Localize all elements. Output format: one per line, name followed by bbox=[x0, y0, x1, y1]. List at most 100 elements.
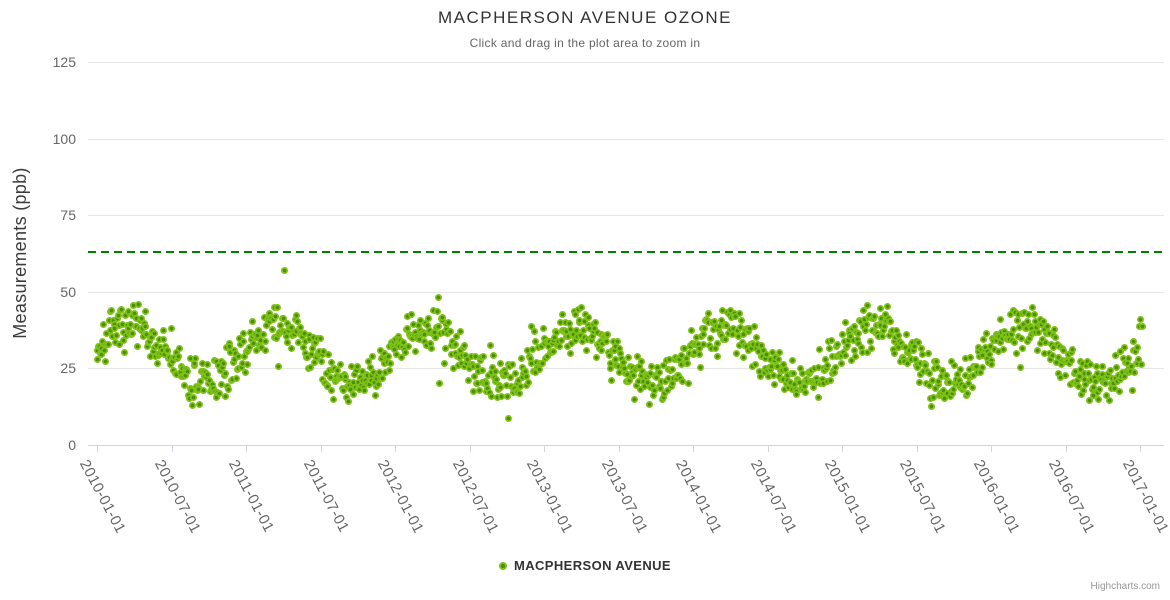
data-point[interactable] bbox=[866, 337, 874, 345]
data-point[interactable] bbox=[972, 363, 980, 371]
data-point[interactable] bbox=[100, 320, 108, 328]
data-point[interactable] bbox=[850, 346, 858, 354]
data-point[interactable] bbox=[538, 359, 546, 367]
data-point[interactable] bbox=[1048, 352, 1056, 360]
data-point[interactable] bbox=[572, 337, 580, 344]
data-point[interactable] bbox=[415, 336, 423, 344]
data-point[interactable] bbox=[196, 400, 204, 408]
data-point[interactable] bbox=[124, 307, 132, 315]
data-point[interactable] bbox=[981, 343, 989, 351]
data-point[interactable] bbox=[915, 378, 923, 386]
data-point[interactable] bbox=[496, 384, 504, 392]
data-point[interactable] bbox=[604, 330, 612, 338]
data-point[interactable] bbox=[241, 352, 249, 360]
data-point[interactable] bbox=[683, 355, 691, 363]
data-point[interactable] bbox=[552, 328, 560, 336]
data-point[interactable] bbox=[228, 375, 236, 383]
data-point[interactable] bbox=[729, 324, 737, 332]
data-point[interactable] bbox=[644, 379, 652, 387]
data-point[interactable] bbox=[530, 328, 538, 336]
data-point[interactable] bbox=[906, 347, 914, 355]
data-point[interactable] bbox=[875, 333, 883, 341]
data-point[interactable] bbox=[153, 341, 161, 349]
data-point[interactable] bbox=[636, 386, 644, 394]
data-point[interactable] bbox=[195, 385, 203, 393]
data-point[interactable] bbox=[104, 340, 112, 348]
data-point[interactable] bbox=[1074, 377, 1082, 385]
data-point[interactable] bbox=[551, 333, 559, 341]
data-point[interactable] bbox=[325, 351, 333, 359]
data-point[interactable] bbox=[726, 306, 734, 314]
data-point[interactable] bbox=[635, 377, 643, 385]
data-point[interactable] bbox=[1027, 324, 1035, 332]
data-point[interactable] bbox=[631, 396, 639, 404]
data-point[interactable] bbox=[324, 383, 332, 391]
data-point[interactable] bbox=[1075, 372, 1083, 380]
data-point[interactable] bbox=[634, 353, 642, 361]
data-point[interactable] bbox=[503, 382, 511, 390]
data-point[interactable] bbox=[791, 381, 798, 389]
data-point[interactable] bbox=[810, 365, 818, 373]
data-point[interactable] bbox=[608, 376, 616, 384]
data-point[interactable] bbox=[621, 364, 629, 372]
data-point[interactable] bbox=[668, 366, 676, 374]
data-point[interactable] bbox=[261, 346, 269, 354]
data-point[interactable] bbox=[695, 345, 703, 353]
data-point[interactable] bbox=[1112, 351, 1120, 359]
data-point[interactable] bbox=[646, 369, 654, 377]
data-point[interactable] bbox=[512, 369, 519, 377]
data-point[interactable] bbox=[684, 380, 692, 388]
data-point[interactable] bbox=[524, 347, 532, 355]
data-point[interactable] bbox=[498, 392, 506, 400]
data-point[interactable] bbox=[1123, 359, 1131, 367]
data-point[interactable] bbox=[312, 339, 320, 347]
data-point[interactable] bbox=[281, 267, 289, 275]
data-point[interactable] bbox=[838, 359, 846, 367]
data-point[interactable] bbox=[186, 354, 194, 362]
data-point[interactable] bbox=[532, 368, 540, 376]
data-point[interactable] bbox=[144, 342, 152, 350]
data-point[interactable] bbox=[1138, 322, 1146, 330]
data-point[interactable] bbox=[309, 333, 317, 341]
data-point[interactable] bbox=[566, 350, 574, 358]
data-point[interactable] bbox=[538, 343, 546, 351]
data-point[interactable] bbox=[563, 327, 571, 335]
data-point[interactable] bbox=[939, 366, 947, 374]
data-point[interactable] bbox=[1000, 327, 1008, 335]
data-point[interactable] bbox=[578, 304, 586, 312]
data-point[interactable] bbox=[718, 331, 726, 339]
data-point[interactable] bbox=[172, 370, 180, 378]
data-point[interactable] bbox=[427, 339, 435, 347]
data-point[interactable] bbox=[403, 324, 411, 332]
data-point[interactable] bbox=[328, 386, 336, 394]
data-point[interactable] bbox=[957, 366, 965, 374]
data-point[interactable] bbox=[993, 337, 1001, 345]
data-point[interactable] bbox=[356, 385, 364, 393]
data-point[interactable] bbox=[299, 343, 307, 351]
data-point[interactable] bbox=[593, 328, 601, 336]
data-point[interactable] bbox=[549, 337, 557, 345]
data-point[interactable] bbox=[479, 366, 487, 374]
data-point[interactable] bbox=[732, 313, 740, 321]
data-point[interactable] bbox=[252, 346, 260, 354]
data-point[interactable] bbox=[638, 358, 646, 366]
data-point[interactable] bbox=[132, 315, 140, 323]
data-point[interactable] bbox=[371, 392, 379, 400]
data-point[interactable] bbox=[854, 330, 862, 338]
data-point[interactable] bbox=[206, 376, 214, 384]
data-point[interactable] bbox=[815, 394, 823, 402]
data-point[interactable] bbox=[587, 336, 595, 344]
data-point[interactable] bbox=[1016, 363, 1024, 371]
data-point[interactable] bbox=[758, 341, 766, 349]
data-point[interactable] bbox=[877, 305, 885, 313]
data-point[interactable] bbox=[954, 371, 962, 379]
data-point[interactable] bbox=[941, 395, 949, 403]
data-point[interactable] bbox=[582, 346, 590, 354]
data-point[interactable] bbox=[109, 332, 116, 340]
data-point[interactable] bbox=[573, 326, 581, 334]
data-point[interactable] bbox=[701, 324, 709, 332]
data-point[interactable] bbox=[117, 305, 125, 313]
data-point[interactable] bbox=[1011, 339, 1019, 347]
data-point[interactable] bbox=[785, 384, 793, 392]
data-point[interactable] bbox=[662, 378, 670, 386]
